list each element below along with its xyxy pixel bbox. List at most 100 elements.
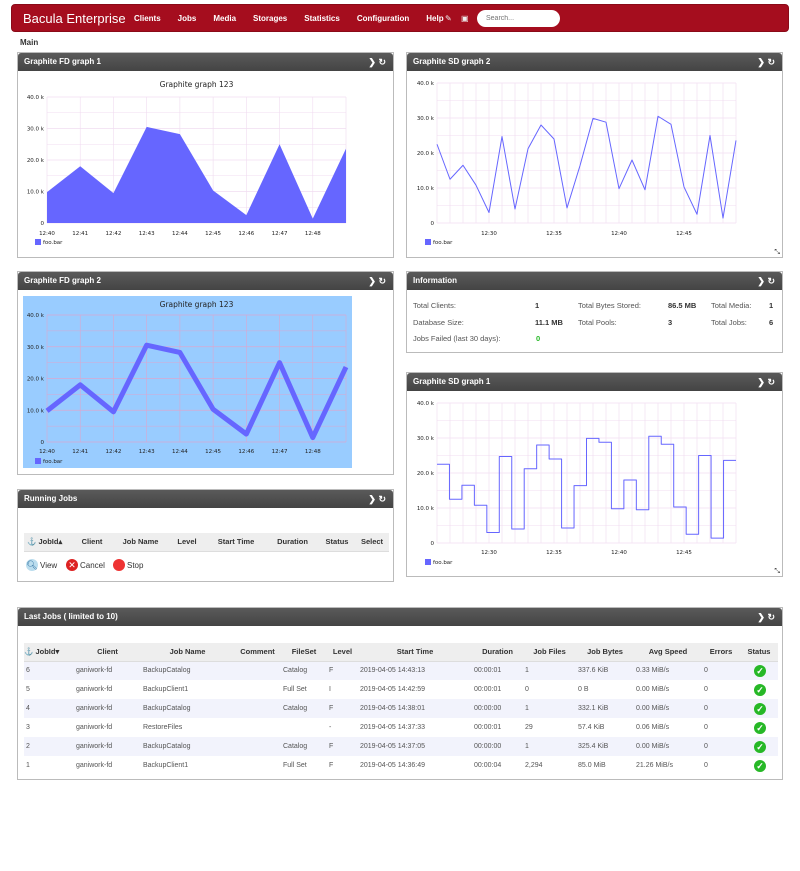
cell-errors: 0	[702, 661, 740, 680]
panel-sd-graph-2: Graphite SD graph 2 ❯ ↻ ⤡	[406, 52, 783, 258]
panel-information: Information ❯ ↻ Total Clients: 1 Database…	[406, 271, 783, 353]
jobs-failed-value: 0	[536, 334, 541, 343]
column-status[interactable]: Status	[319, 533, 355, 552]
search-input[interactable]	[477, 10, 560, 27]
menu-clients[interactable]: Clients	[134, 14, 161, 23]
collapse-icon[interactable]: ❯	[757, 612, 765, 622]
table-row[interactable]: 4 ganiwork-fd BackupCatalog Catalog F 2019-04…	[24, 699, 778, 718]
menu-statistics[interactable]: Statistics	[304, 14, 340, 23]
legend-swatch	[35, 458, 41, 464]
x-tick-label: 12:44	[172, 449, 188, 455]
collapse-icon[interactable]: ❯	[757, 57, 765, 67]
resize-handle-icon[interactable]: ⤡	[774, 249, 780, 256]
x-tick-label: 12:44	[172, 231, 188, 237]
menu-storages[interactable]: Storages	[253, 14, 288, 23]
panel-title: Graphite SD graph 2	[413, 57, 491, 66]
cell-level: F	[327, 737, 358, 756]
column-job-bytes[interactable]: Job Bytes	[576, 643, 634, 662]
column-duration[interactable]: Duration	[266, 533, 319, 552]
refresh-icon[interactable]: ↻	[767, 612, 775, 622]
column-status[interactable]: Status	[740, 643, 778, 662]
running-jobs-table: ⚓ JobId▴ Client Job Name Level Start Tim…	[24, 533, 389, 552]
brand-logo[interactable]: Bacula Enterprise	[23, 11, 126, 26]
cancel-button[interactable]: ✕ Cancel	[66, 559, 105, 571]
refresh-icon[interactable]: ↻	[767, 377, 775, 387]
total-media-value: 1	[769, 301, 774, 310]
stop-button[interactable]: Stop	[113, 559, 143, 571]
menu-configuration[interactable]: Configuration	[356, 14, 410, 23]
column-fileset[interactable]: FileSet	[281, 643, 327, 662]
view-button[interactable]: 🔍︎ View	[26, 559, 58, 571]
column-job-name[interactable]: Job Name	[113, 533, 168, 552]
status-ok-icon: ✓	[754, 702, 766, 715]
cell-duration: 00:00:01	[474, 724, 502, 731]
cell-jobid: 1	[26, 762, 30, 769]
y-tick-label: 40.0 k	[417, 401, 435, 407]
cell-status: ✓	[740, 737, 778, 756]
cell-job-bytes: 337.6 KiB	[576, 661, 634, 680]
total-clients-label: Total Clients:	[413, 301, 456, 310]
collapse-icon[interactable]: ❯	[757, 276, 765, 286]
column-client[interactable]: Client	[74, 643, 141, 662]
table-row[interactable]: 2 ganiwork-fd BackupCatalog Catalog F 2019-04…	[24, 737, 778, 756]
cell-job-name: BackupCatalog	[141, 661, 234, 680]
column-comment[interactable]: Comment	[234, 643, 281, 662]
legend-label: foo.bar	[43, 459, 63, 465]
column-duration[interactable]: Duration	[472, 643, 523, 662]
refresh-icon[interactable]: ↻	[767, 276, 775, 286]
resize-handle-icon[interactable]: ⤡	[774, 568, 780, 575]
x-tick-label: 12:35	[546, 550, 562, 556]
panel-last-jobs: Last Jobs ( limited to 10) ❯ ↻ ⚓ JobId▾ Cl…	[17, 607, 783, 780]
refresh-icon[interactable]: ↻	[378, 57, 386, 67]
table-row[interactable]: 6 ganiwork-fd BackupCatalog Catalog F 2019-04…	[24, 661, 778, 680]
cell-fileset: Full Set	[283, 762, 307, 769]
cell-avg-speed: 0.06 MiB/s	[636, 724, 670, 731]
last-jobs-table: ⚓ JobId▾ Client Job Name Comment FileSet Leve…	[24, 643, 778, 775]
column-jobid[interactable]: ⚓ JobId▾	[24, 643, 74, 662]
refresh-icon[interactable]: ↻	[378, 494, 386, 504]
table-row[interactable]: 3 ganiwork-fd RestoreFiles - 2019-04-05 14:3…	[24, 718, 778, 737]
status-ok-icon: ✓	[754, 664, 766, 677]
total-bytes-label: Total Bytes Stored:	[578, 301, 641, 310]
cell-level: F	[327, 661, 358, 680]
table-row[interactable]: 1 ganiwork-fd BackupClient1 Full Set F 2019-0…	[24, 756, 778, 775]
x-tick-label: 12:41	[72, 449, 88, 455]
refresh-icon[interactable]: ↻	[378, 276, 386, 286]
column-start-time[interactable]: Start Time	[358, 643, 472, 662]
cell-job-bytes: 0 B	[578, 686, 589, 693]
column-jobid[interactable]: ⚓ JobId▴	[24, 533, 71, 552]
series-line-foo-bar	[436, 115, 737, 219]
cell-errors: 0	[702, 699, 740, 718]
column-level[interactable]: Level	[327, 643, 358, 662]
cell-fileset: Catalog	[281, 737, 327, 756]
menu-help[interactable]: Help	[426, 14, 444, 23]
column-job-files[interactable]: Job Files	[523, 643, 576, 662]
x-tick-label: 12:40	[611, 550, 627, 556]
column-select[interactable]: Select	[355, 533, 389, 552]
column-errors[interactable]: Errors	[702, 643, 740, 662]
collapse-icon[interactable]: ❯	[368, 276, 376, 286]
column-level[interactable]: Level	[168, 533, 206, 552]
column-start-time[interactable]: Start Time	[206, 533, 266, 552]
jobs-failed-label: Jobs Failed (last 30 days):	[413, 334, 501, 343]
cell-level: -	[329, 724, 332, 731]
collapse-icon[interactable]: ❯	[368, 494, 376, 504]
refresh-icon[interactable]: ↻	[767, 57, 775, 67]
menu-jobs[interactable]: Jobs	[177, 14, 197, 23]
column-avg-speed[interactable]: Avg Speed	[634, 643, 702, 662]
cell-status: ✓	[740, 756, 778, 775]
cell-job-files: 1	[523, 737, 576, 756]
monitor-icon[interactable]: ▣	[461, 14, 469, 23]
breadcrumb: Main	[20, 38, 39, 47]
tools-icon[interactable]: ✎	[445, 14, 452, 23]
cell-start-time: 2019-04-05 14:37:33	[360, 724, 425, 731]
column-client[interactable]: Client	[71, 533, 113, 552]
collapse-icon[interactable]: ❯	[368, 57, 376, 67]
magnifier-icon: 🔍︎	[26, 559, 38, 571]
collapse-icon[interactable]: ❯	[757, 377, 765, 387]
cell-jobid: 4	[24, 699, 74, 718]
chart-fd-graph-1: Graphite graph 123 0 10.0 k 20.0 k 30.0 k 40.…	[27, 80, 347, 246]
column-job-name[interactable]: Job Name	[141, 643, 234, 662]
table-row[interactable]: 5 ganiwork-fd BackupClient1 Full Set I 2019-0…	[24, 680, 778, 699]
menu-media[interactable]: Media	[213, 14, 237, 23]
